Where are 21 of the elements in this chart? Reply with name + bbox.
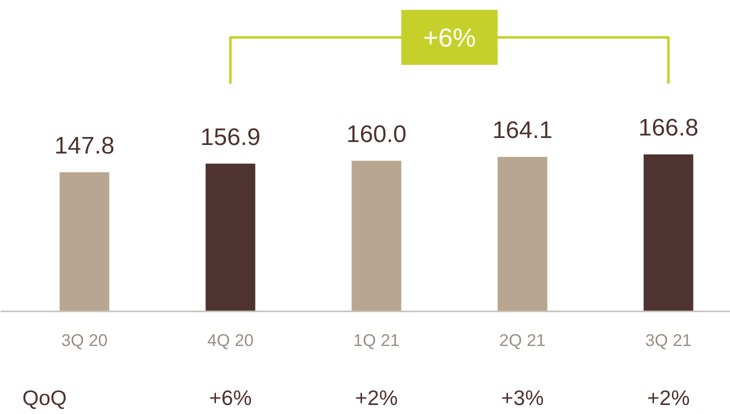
data-label: 166.8	[638, 114, 698, 142]
data-label: 160.0	[346, 120, 406, 148]
x-tick-label: 2Q 21	[499, 330, 546, 350]
bar	[352, 160, 402, 312]
text: +6%	[423, 22, 476, 52]
x-tick-label: 1Q 21	[353, 330, 400, 350]
x-tick-label: 3Q 21	[645, 330, 692, 350]
data-label: 164.1	[492, 117, 552, 144]
text: +3%	[501, 386, 544, 410]
bar	[644, 154, 694, 312]
bar	[206, 164, 256, 312]
text: QoQ	[22, 386, 67, 410]
text: +2%	[355, 386, 398, 410]
x-tick-label: 3Q 20	[61, 330, 108, 350]
bar	[498, 156, 548, 312]
x-tick-label: 4Q 20	[207, 330, 254, 350]
bar	[60, 172, 110, 312]
text: +2%	[647, 386, 690, 410]
data-label: 156.9	[200, 124, 260, 151]
data-label: 147.8	[54, 132, 114, 160]
text: +6%	[209, 386, 252, 410]
